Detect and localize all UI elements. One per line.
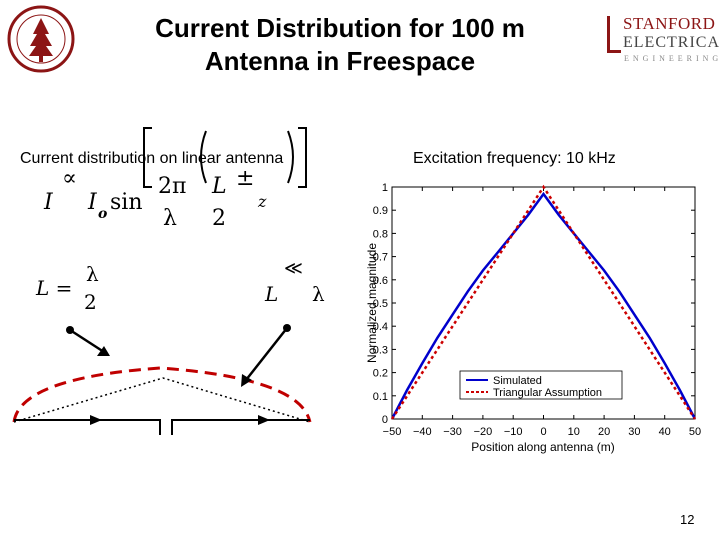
cond-L-equals: L = (36, 276, 73, 300)
chart-ytick-label: 0.5 (373, 298, 388, 310)
chart-ytick-label: 0.9 (373, 205, 388, 217)
eq-plus-minus: ± (236, 166, 255, 191)
logo-text-electrical: ELECTRICAL (623, 34, 720, 51)
chart-xtick-label: −40 (413, 426, 432, 438)
chart-xlabel: Position along antenna (m) (471, 440, 614, 454)
antenna-diagram (12, 324, 312, 435)
excitation-frequency-label: Excitation frequency: 10 kHz (413, 150, 616, 167)
logo-bar (607, 16, 610, 52)
chart-xtick-label: 20 (598, 426, 610, 438)
stanford-ee-logo: STANFORD ELECTRICAL ENGINEERING (603, 14, 720, 72)
eq-Io-sub: o (98, 206, 108, 222)
logo-bar-foot (607, 50, 621, 53)
antenna-right-current-arrow (258, 415, 270, 425)
chart-series-simulated (390, 191, 697, 420)
current-distribution-label: Current distribution on linear antenna (20, 150, 284, 167)
magnitude-chart: 00.10.20.30.40.50.60.70.80.91 −50 −40 −30−… (365, 182, 701, 454)
chart-xtick-label: 10 (568, 426, 580, 438)
chart-xtick-label: 40 (659, 426, 671, 438)
equation-brackets (143, 127, 307, 188)
chart-ytick-label: 0.7 (373, 252, 388, 264)
chart-ytick-label: 0 (382, 414, 388, 426)
chart-ytick-label: 0.2 (373, 368, 388, 380)
chart-xtick-label: −50 (383, 426, 402, 438)
cond-lambda2: λ (312, 282, 325, 306)
slide-title: Current Distribution for 100 m Antenna i… (120, 12, 560, 78)
antenna-left-current-arrow (90, 415, 102, 425)
eq-2pi: 2π (158, 174, 187, 199)
eq-two: 2 (212, 206, 226, 231)
pointer-right-arrowhead (241, 374, 252, 387)
chart-xtick-label: −10 (504, 426, 523, 438)
eq-lambda: λ (163, 206, 177, 231)
pointer-left-arrowhead (97, 346, 110, 356)
equation-current: I ∝ I o sin 2π λ L ± 2 z L = λ 2 L ≪ λ (0, 0, 360, 330)
slide-title-line1: Current Distribution for 100 m (155, 13, 525, 43)
cond-L: L (265, 282, 279, 306)
eq-z: z (258, 192, 267, 211)
antenna-triangle-dots (13, 377, 311, 423)
chart-legend-box (459, 370, 623, 400)
cond-lambda: λ (86, 262, 99, 286)
antenna-wire-right (171, 419, 310, 435)
chart-ylabel: Normalized magnitude (365, 243, 379, 363)
eq-Io: I (88, 190, 97, 215)
logo-text-engineering: ENGINEERING (624, 54, 720, 63)
chart-ytick-label: 0.4 (373, 321, 388, 333)
page-number: 12 (680, 512, 695, 527)
chart-legend-label: Simulated (493, 375, 542, 387)
eq-proportional: ∝ (62, 166, 77, 191)
chart-ytick-label: 0.6 (373, 275, 388, 287)
pointer-right-arrow (245, 327, 288, 381)
eq-current-I: I (44, 190, 53, 215)
stanford-seal-logo (6, 4, 76, 74)
chart-xtick-label: −30 (443, 426, 462, 438)
slide-title-line2: Antenna in Freespace (204, 46, 476, 76)
chart-xtick-label: 50 (689, 426, 701, 438)
eq-sin: sin (110, 190, 143, 215)
cond-two: 2 (84, 290, 97, 314)
chart-xtick-label: 30 (628, 426, 640, 438)
chart-ytick-label: 1 (382, 182, 388, 194)
chart-series-triangular (390, 184, 697, 420)
chart-xtick-label: 0 (540, 426, 546, 438)
antenna-current-dash-arc (12, 366, 312, 423)
chart-xtick-label: −20 (474, 426, 493, 438)
chart-ytick-label: 0.3 (373, 344, 388, 356)
chart-legend-label: Triangular Assumption (493, 387, 602, 399)
antenna-wire-left (14, 419, 161, 435)
cond-much-less: ≪ (284, 258, 303, 279)
chart-ytick-label: 0.8 (373, 228, 388, 240)
pointer-left-arrow (69, 328, 105, 354)
logo-text-stanford: STANFORD (623, 14, 716, 33)
eq-L: L (212, 174, 227, 199)
chart-ytick-label: 0.1 (373, 391, 388, 403)
